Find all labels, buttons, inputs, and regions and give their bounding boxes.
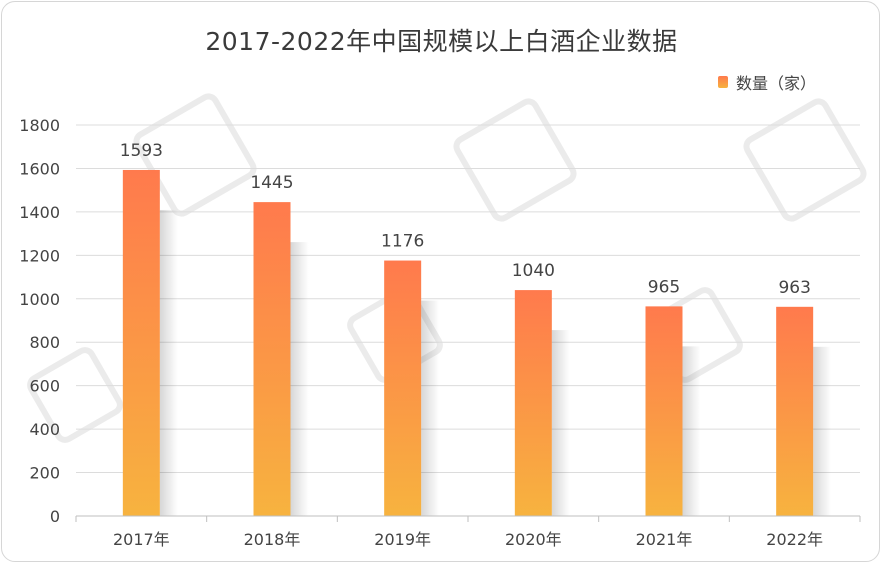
data-label: 963 bbox=[778, 278, 810, 298]
y-tick-label: 0 bbox=[50, 507, 60, 526]
y-tick-label: 1600 bbox=[19, 159, 60, 178]
legend-swatch bbox=[718, 76, 728, 88]
y-tick-label: 1200 bbox=[19, 246, 60, 265]
x-tick-label: 2018年 bbox=[244, 530, 301, 549]
data-label: 1593 bbox=[120, 141, 163, 161]
bar bbox=[514, 290, 552, 516]
y-tick-label: 800 bbox=[29, 333, 60, 352]
bar bbox=[384, 260, 422, 516]
y-tick-label: 200 bbox=[29, 464, 60, 483]
bar-shadow bbox=[813, 346, 832, 516]
bar-shadow bbox=[159, 209, 178, 516]
bar-shadow bbox=[682, 346, 701, 516]
bar-shadow bbox=[290, 242, 309, 516]
chart-title: 2017-2022年中国规模以上白酒企业数据 bbox=[205, 27, 678, 56]
y-tick-label: 600 bbox=[29, 377, 60, 396]
y-tick-label: 400 bbox=[29, 420, 60, 439]
data-label: 1040 bbox=[512, 261, 555, 281]
legend: 数量（家） bbox=[718, 70, 816, 94]
x-tick-label: 2020年 bbox=[505, 530, 562, 549]
x-tick-label: 2021年 bbox=[636, 530, 693, 549]
data-label: 965 bbox=[648, 277, 680, 297]
bar-shadow bbox=[551, 330, 570, 516]
y-tick-label: 1400 bbox=[19, 203, 60, 222]
legend-label: 数量（家） bbox=[736, 74, 817, 93]
bar bbox=[645, 306, 683, 516]
x-tick-label: 2019年 bbox=[374, 530, 431, 549]
bar bbox=[122, 169, 160, 516]
y-tick-label: 1000 bbox=[19, 290, 60, 309]
x-tick-label: 2017年 bbox=[113, 530, 170, 549]
data-label: 1176 bbox=[381, 232, 424, 252]
bar bbox=[776, 306, 814, 516]
data-label: 1445 bbox=[250, 173, 293, 193]
y-tick-label: 1800 bbox=[19, 116, 60, 135]
bar-shadow bbox=[421, 300, 440, 516]
bar bbox=[253, 202, 291, 516]
x-tick-label: 2022年 bbox=[766, 530, 823, 549]
